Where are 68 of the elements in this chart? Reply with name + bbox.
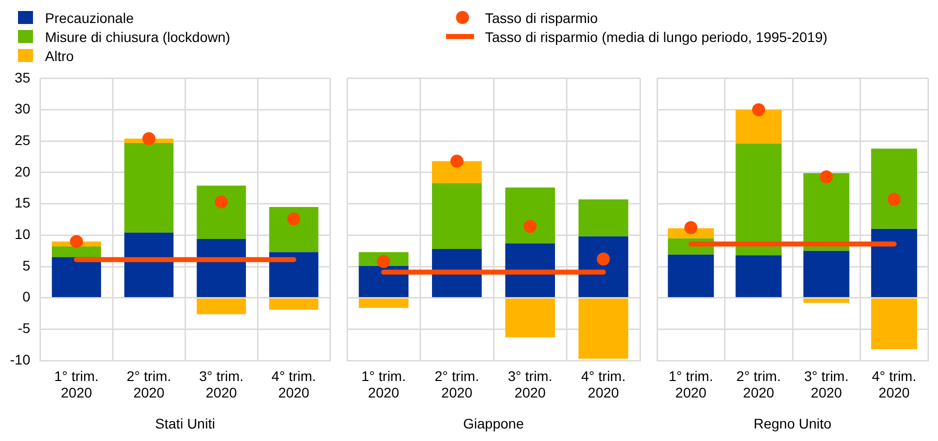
point: [142, 132, 156, 146]
legend-label: Misure di chiusura (lockdown): [45, 28, 230, 44]
x-tick-label: 4° trim. 2020: [872, 368, 916, 401]
x-tick-label: 3° trim. 2020: [508, 368, 552, 401]
bar: [578, 199, 628, 236]
point: [888, 192, 901, 206]
y-tick-label: 30: [14, 100, 30, 117]
bar: [196, 298, 246, 314]
bar: [803, 298, 850, 303]
bar: [578, 298, 628, 359]
legend-label: Altro: [45, 48, 74, 64]
bar: [871, 298, 918, 350]
y-tick-label: -5: [18, 320, 30, 336]
bar: [871, 228, 918, 298]
bar: [668, 254, 714, 298]
bar: [269, 206, 318, 252]
x-tick-label: 3° trim. 2020: [804, 368, 849, 401]
y-tick-label: 5: [22, 257, 30, 274]
bar: [52, 246, 102, 258]
point: [214, 195, 228, 208]
x-tick-label: 1° trim. 2020: [54, 368, 99, 401]
bar: [432, 161, 482, 184]
bar: [578, 236, 628, 298]
legend-label: Tasso di risparmio (media di lungo periodo, 1995-2019): [485, 28, 828, 44]
bar: [736, 144, 782, 256]
legend-label: Tasso di risparmio: [485, 10, 598, 26]
point: [524, 220, 537, 233]
bar: [432, 183, 482, 249]
y-tick-label: 35: [14, 69, 30, 86]
point: [820, 170, 833, 184]
x-tick-label: 2° trim. 2020: [126, 368, 172, 401]
point: [450, 154, 464, 168]
point: [596, 252, 610, 266]
bar: [736, 255, 782, 298]
x-tick-label: 2° trim. 2020: [434, 368, 480, 401]
x-axis-title: Stati Uniti: [155, 415, 216, 432]
y-tick-label: 10: [14, 226, 30, 242]
y-tick-label: 15: [14, 194, 30, 211]
y-tick-label: 0: [22, 288, 30, 305]
bar: [736, 110, 782, 144]
bar: [803, 250, 850, 298]
point: [70, 234, 83, 248]
x-axis-title: Giappone: [463, 415, 524, 432]
bar: [196, 186, 246, 239]
y-tick-label: 20: [14, 163, 30, 180]
bar: [52, 257, 102, 298]
bar: [505, 298, 555, 338]
x-axis-title: Regno Unito: [754, 415, 832, 432]
point: [287, 212, 300, 226]
bar: [358, 298, 408, 308]
bar: [124, 142, 174, 233]
y-tick-label: 25: [14, 132, 30, 148]
x-tick-label: 1° trim. 2020: [361, 368, 406, 401]
bar: [124, 232, 174, 298]
legend-label: Precauzionale: [45, 10, 134, 26]
bar: [505, 188, 555, 244]
bar: [269, 298, 318, 310]
bar: [871, 148, 918, 229]
x-tick-label: 4° trim. 2020: [272, 368, 316, 401]
point: [684, 221, 698, 234]
y-tick-label: -10: [10, 351, 30, 368]
x-tick-label: 2° trim. 2020: [736, 368, 781, 401]
x-tick-label: 3° trim. 2020: [199, 368, 244, 401]
bar: [269, 252, 318, 298]
x-tick-label: 4° trim. 2020: [581, 368, 626, 401]
x-tick-label: 1° trim. 2020: [668, 368, 714, 401]
bar: [196, 238, 246, 298]
point: [752, 103, 766, 116]
